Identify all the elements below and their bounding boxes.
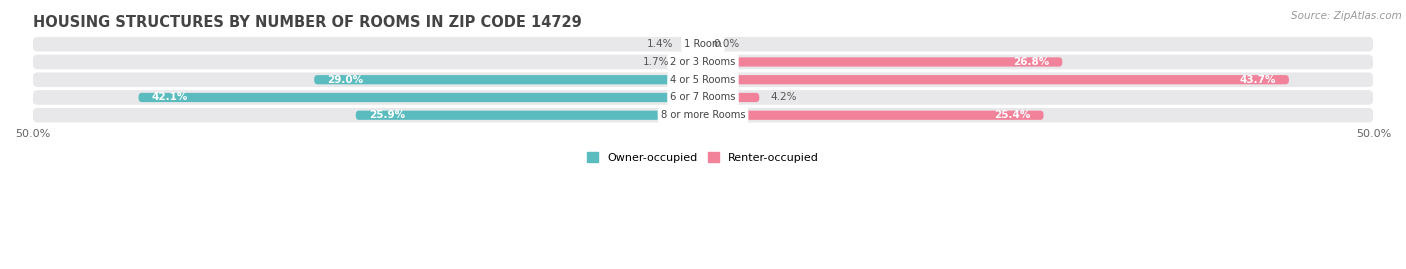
Text: 4 or 5 Rooms: 4 or 5 Rooms: [671, 75, 735, 85]
Text: 29.0%: 29.0%: [328, 75, 364, 85]
FancyBboxPatch shape: [32, 55, 1374, 69]
FancyBboxPatch shape: [356, 111, 703, 120]
FancyBboxPatch shape: [32, 108, 1374, 122]
FancyBboxPatch shape: [703, 75, 1289, 84]
FancyBboxPatch shape: [32, 37, 1374, 51]
FancyBboxPatch shape: [703, 111, 1043, 120]
Text: 6 or 7 Rooms: 6 or 7 Rooms: [671, 93, 735, 102]
Text: 0.0%: 0.0%: [714, 39, 740, 49]
Text: 1.4%: 1.4%: [647, 39, 673, 49]
Text: 2 or 3 Rooms: 2 or 3 Rooms: [671, 57, 735, 67]
FancyBboxPatch shape: [681, 57, 703, 67]
FancyBboxPatch shape: [703, 57, 1063, 67]
Text: 8 or more Rooms: 8 or more Rooms: [661, 110, 745, 120]
Text: 26.8%: 26.8%: [1012, 57, 1049, 67]
Text: 25.4%: 25.4%: [994, 110, 1031, 120]
FancyBboxPatch shape: [703, 93, 759, 102]
FancyBboxPatch shape: [32, 72, 1374, 87]
Text: 4.2%: 4.2%: [770, 93, 797, 102]
FancyBboxPatch shape: [32, 90, 1374, 105]
Text: Source: ZipAtlas.com: Source: ZipAtlas.com: [1291, 11, 1402, 21]
FancyBboxPatch shape: [314, 75, 703, 84]
FancyBboxPatch shape: [139, 93, 703, 102]
Text: 43.7%: 43.7%: [1239, 75, 1275, 85]
Text: 1 Room: 1 Room: [685, 39, 721, 49]
Text: 25.9%: 25.9%: [370, 110, 405, 120]
Text: 1.7%: 1.7%: [643, 57, 669, 67]
Text: 42.1%: 42.1%: [152, 93, 188, 102]
Legend: Owner-occupied, Renter-occupied: Owner-occupied, Renter-occupied: [582, 148, 824, 167]
FancyBboxPatch shape: [685, 40, 703, 49]
Text: HOUSING STRUCTURES BY NUMBER OF ROOMS IN ZIP CODE 14729: HOUSING STRUCTURES BY NUMBER OF ROOMS IN…: [32, 15, 581, 30]
